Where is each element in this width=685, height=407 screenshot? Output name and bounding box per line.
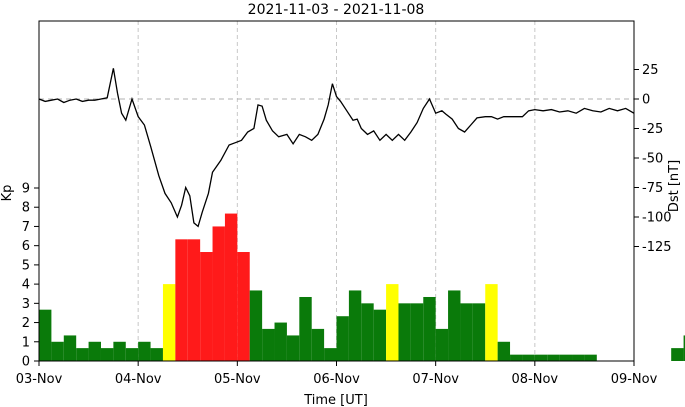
kp-bar [100,348,114,361]
kp-bars [39,213,685,361]
kp-bar [572,354,585,361]
kp-bar [299,296,312,361]
x-tick-label: 06-Nov [313,372,360,387]
kp-bar [237,252,250,361]
kp-bar [559,354,573,361]
kp-bar [138,341,151,361]
dst-axis-label: Dst [nT] [667,160,682,212]
kp-tick-label: 2 [22,316,30,331]
kp-bar [76,348,89,361]
dst-tick-label: -100 [642,211,672,226]
kp-bar [262,328,275,361]
kp-bar [373,309,387,361]
kp-bar [63,335,77,361]
kp-bar [249,290,263,361]
x-tick-label: 05-Nov [214,372,261,387]
kp-tick-label: 5 [22,258,30,273]
kp-bar [51,341,64,361]
dst-tick-label: 0 [642,93,650,108]
kp-tick-label: 1 [22,335,30,350]
x-tick-label: 08-Nov [512,372,559,387]
kp-bar [522,354,535,361]
dst-axis: 25 0 -25 -50 -75 -100 -125 [634,63,672,255]
kp-bar [584,354,597,361]
chart-title: 2021-11-03 - 2021-11-08 [248,2,425,18]
kp-tick-label: 8 [22,201,30,216]
kp-bar [150,348,163,361]
kp-axis: 0 1 2 3 4 5 6 7 8 9 [22,182,39,370]
kp-tick-label: 3 [22,297,30,312]
kp-bar [200,252,213,361]
kp-bar [510,354,523,361]
x-tick-label: 09-Nov [611,372,658,387]
dst-tick-label: -125 [642,240,672,255]
kp-tick-label: 4 [22,278,30,293]
kp-bar [88,341,101,361]
kp-bar [448,290,461,361]
kp-bar [460,303,473,361]
kp-bar [534,354,548,361]
kp-bar [311,328,325,361]
kp-bar [361,303,374,361]
kp-bar [286,335,300,361]
kp-bar [435,328,449,361]
kp-bar [39,309,52,361]
dst-tick-label: -75 [642,181,663,196]
kp-bar [410,303,424,361]
kp-tick-label: 0 [22,355,30,370]
kp-bar [175,239,188,361]
x-axis-label: Time [UT] [303,393,368,407]
kp-bar [274,322,287,361]
kp-bar [224,213,238,361]
x-axis: 03-Nov 04-Nov 05-Nov 06-Nov 07-Nov 08-Nov 09-N… [16,361,658,387]
kp-tick-label: 9 [22,182,30,197]
x-tick-label: 04-Nov [115,372,162,387]
kp-bar [386,284,399,361]
kp-bar [336,316,349,361]
x-tick-label: 07-Nov [412,372,459,387]
kp-bar [497,341,511,361]
kp-bar [324,348,337,361]
kp-axis-label: Kp [0,185,15,202]
kp-bar [348,290,362,361]
kp-bar [485,284,498,361]
dst-tick-label: -25 [642,122,663,137]
kp-bar [162,284,176,361]
kp-bar [683,335,685,361]
kp-bar [187,239,201,361]
kp-bar [547,354,560,361]
dst-tick-label: 25 [642,63,659,78]
kp-bar [125,348,139,361]
kp-bar [671,348,684,361]
kp-bar [472,303,486,361]
dst-tick-label: -50 [642,152,663,167]
kp-bar [423,296,436,361]
kp-bar [212,226,225,361]
x-tick-label: 03-Nov [16,372,63,387]
kp-bar [398,303,411,361]
kp-bar [113,341,126,361]
dst-line [38,68,635,228]
kp-tick-label: 7 [22,220,30,235]
kp-tick-label: 6 [22,239,30,254]
